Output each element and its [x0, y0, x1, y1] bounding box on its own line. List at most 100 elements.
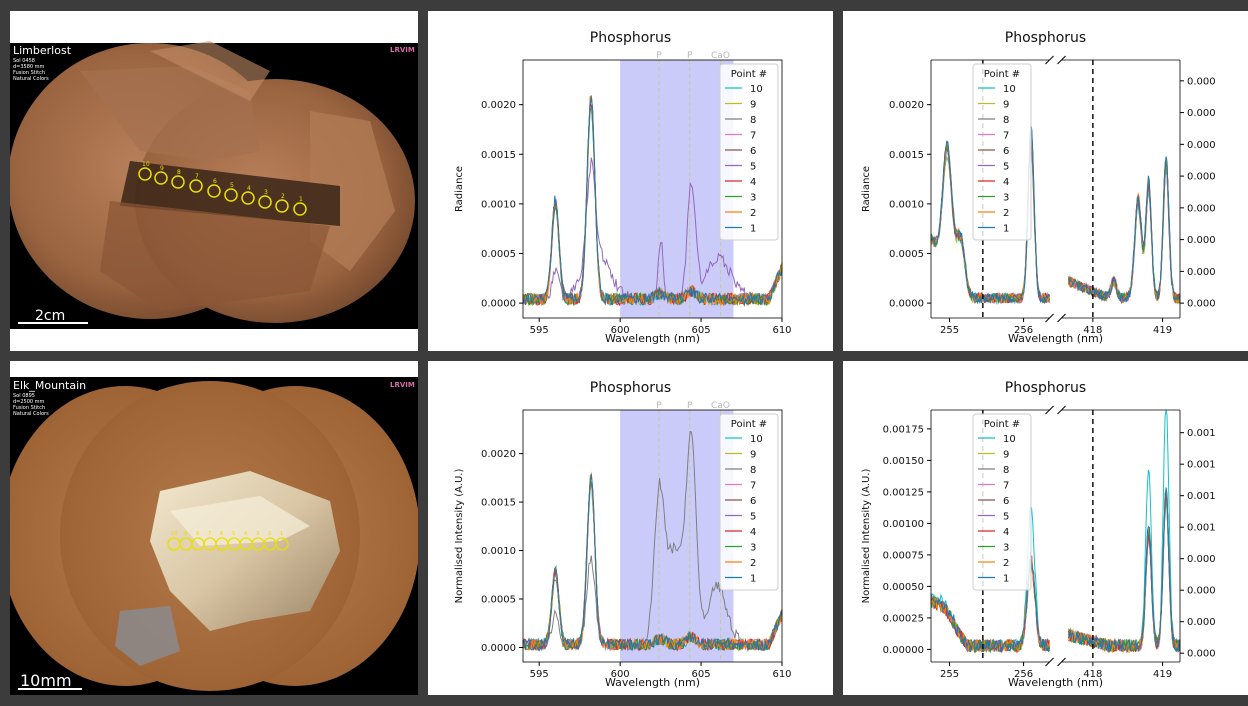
chart-panel-top-right: Phosphorus Radiance Wavelength (nm) 0.0000 0… [843, 11, 1248, 351]
legend-label: 10 [750, 84, 763, 95]
point-label: 2 [281, 193, 285, 200]
axis-break-mark [1057, 657, 1066, 667]
y-tick-label-right: 0.000 [1187, 267, 1216, 278]
photo-meta: Fusion Stitch [13, 70, 45, 76]
target-name: Elk_Mountain [13, 379, 86, 392]
legend-label: 9 [750, 450, 756, 461]
y-tick-label: 0.0010 [481, 546, 516, 557]
limberlost-photo: 10 9 8 7 6 5 4 3 2 1 Limberlost Sol 0458… [10, 41, 418, 329]
legend-label: 9 [1003, 450, 1009, 461]
y-tick-label-right: 0.000 [1187, 649, 1216, 660]
legend-label: 2 [750, 208, 756, 219]
point-label: 6 [220, 531, 223, 537]
photo-meta: Natural Colors [13, 411, 49, 417]
legend-label: 10 [1003, 84, 1016, 95]
y-axis-label: Radiance [454, 166, 465, 212]
x-tick-label: 605 [692, 669, 711, 680]
y-tick-label: 0.0010 [481, 199, 516, 210]
chart-svg-bot-right: Phosphorus Normalised Intensity (A.U.) Wav… [861, 380, 1216, 689]
chart-panel-bot-right: Phosphorus Normalised Intensity (A.U.) Wav… [843, 361, 1248, 695]
photo-panel-bottom: 10 9 8 7 6 5 4 3 2 1 Elk_Mountain Sol 08… [10, 361, 418, 695]
legend-label: 6 [1003, 146, 1009, 157]
x-tick-label: 595 [530, 325, 549, 336]
y-tick-label-right: 0.000 [1187, 172, 1216, 183]
photo-meta: d=3580 mm [13, 64, 45, 70]
series-line-9 [1068, 169, 1181, 305]
x-tick-label: 600 [611, 325, 630, 336]
point-label: 10 [171, 531, 177, 537]
x-axis-label: Wavelength (nm) [605, 332, 700, 345]
element-marker-label: P [687, 401, 693, 411]
element-marker-label: CaO [711, 401, 730, 411]
axis-break-mark [1045, 313, 1054, 323]
target-name: Limberlost [13, 44, 72, 57]
y-tick-label: 0.0000 [481, 643, 516, 654]
plot-frame [522, 59, 783, 319]
legend-label: 7 [1003, 481, 1009, 492]
legend-label: 8 [1003, 115, 1009, 126]
legend-label: 4 [1003, 527, 1009, 538]
x-tick-label: 418 [1083, 325, 1102, 336]
y-tick-label: 0.0005 [481, 595, 516, 606]
legend-title: Point # [984, 419, 1020, 430]
point-label: 8 [196, 531, 199, 537]
legend-label: 1 [1003, 224, 1009, 235]
legend-label: 5 [750, 512, 756, 523]
y-tick-label-right: 0.000 [1187, 76, 1216, 87]
point-label: 9 [184, 531, 187, 537]
y-tick-label: 0.0020 [481, 449, 516, 460]
y-tick-label-right: 0.001 [1187, 491, 1216, 502]
photo-meta: Natural Colors [13, 76, 49, 82]
photo-meta: Sol 0458 [13, 58, 35, 64]
series-line-10 [1068, 169, 1181, 303]
series-line-1 [1068, 487, 1181, 653]
legend-label: 3 [1003, 193, 1009, 204]
legend-label: 10 [750, 434, 763, 445]
legend-label: 4 [750, 527, 756, 538]
series-line-9 [1068, 502, 1181, 654]
legend-label: 4 [1003, 177, 1009, 188]
legend-label: 10 [1003, 434, 1016, 445]
y-tick-label-right: 0.001 [1187, 428, 1216, 439]
legend-title: Point # [984, 69, 1020, 80]
legend-label: 6 [750, 496, 756, 507]
legend-label: 8 [1003, 465, 1009, 476]
shaded-band [620, 60, 734, 318]
point-label: 4 [244, 531, 247, 537]
legend-label: 9 [1003, 100, 1009, 111]
instrument-logo: LRVIM [390, 381, 415, 389]
y-tick-label: 0.0000 [481, 299, 516, 310]
legend-label: 3 [750, 543, 756, 554]
photo-meta: d=2500 mm [13, 399, 45, 405]
y-axis-label: Normalised Intensity (A.U.) [454, 469, 465, 604]
y-tick-label: 0.0020 [889, 100, 924, 111]
point-label: 8 [177, 169, 181, 176]
legend-label: 8 [750, 115, 756, 126]
y-tick-label-right: 0.000 [1187, 140, 1216, 151]
plot-frame [522, 409, 783, 663]
y-tick-label: 0.0005 [889, 249, 924, 260]
series-line-1 [522, 96, 783, 306]
legend-label: 3 [750, 193, 756, 204]
legend-title: Point # [731, 69, 767, 80]
x-tick-label: 256 [1014, 669, 1033, 680]
instrument-logo: LRVIM [390, 46, 415, 54]
series-line-7 [522, 104, 783, 307]
legend-label: 2 [1003, 558, 1009, 569]
scale-bar-label: 2cm [35, 308, 65, 324]
x-tick-label: 419 [1153, 325, 1172, 336]
x-tick-label: 610 [772, 669, 791, 680]
point-label: 1 [299, 196, 303, 203]
y-tick-label: 0.0000 [889, 299, 924, 310]
element-marker-label: P [687, 51, 693, 61]
legend-label: 9 [750, 100, 756, 111]
legend-label: 6 [1003, 496, 1009, 507]
point-label: 7 [195, 173, 199, 180]
chart-title: Phosphorus [590, 380, 671, 396]
legend: Point # 10 9 8 7 6 5 4 3 2 1 [972, 413, 1032, 591]
point-label: 2 [268, 531, 271, 537]
chart-panel-bot-mid: Phosphorus Normalised Intensity (A.U.) Wav… [428, 361, 833, 695]
x-tick-label: 255 [940, 669, 959, 680]
chart-svg-top-mid: Phosphorus Radiance Wavelength (nm) 0.0000 0… [454, 30, 792, 345]
chart-title: Phosphorus [590, 30, 671, 46]
